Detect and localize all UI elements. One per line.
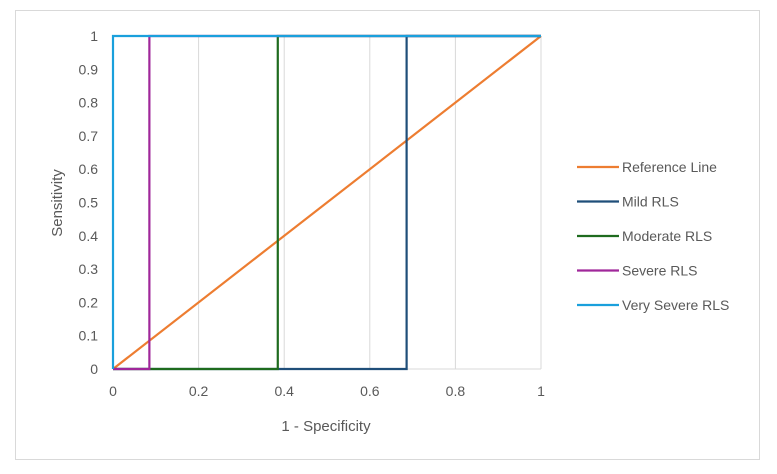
legend: Reference Line Mild RLS Moderate RLS Severe… [577, 159, 729, 313]
y-tick-label-9: 0.9 [79, 61, 99, 77]
y-tick-label-3: 0.3 [79, 261, 99, 277]
y-tick-label-0: 0 [90, 361, 98, 377]
y-tick-label-4: 0.4 [79, 228, 99, 244]
legend-label-moderate-rls: Moderate RLS [622, 228, 712, 244]
x-tick-label-3: 0.6 [360, 383, 380, 399]
y-axis-title: Sensitivity [49, 169, 66, 237]
x-tick-label-2: 0.4 [274, 383, 294, 399]
legend-label-reference-line: Reference Line [622, 159, 717, 175]
y-axis-ticks: 0 0.1 0.2 0.3 0.4 0.5 0.6 0.7 0.8 0.9 1 [79, 28, 99, 377]
x-axis-ticks: 0 0.2 0.4 0.6 0.8 1 [109, 383, 545, 399]
chart-frame [15, 10, 760, 460]
series-lines [111, 34, 542, 371]
y-tick-label-6: 0.6 [79, 161, 99, 177]
series-line-very-severe-rls [111, 34, 541, 369]
x-tick-label-5: 1 [537, 383, 545, 399]
legend-label-mild-rls: Mild RLS [622, 194, 679, 210]
legend-label-severe-rls: Severe RLS [622, 263, 697, 279]
legend-label-very-severe-rls: Very Severe RLS [622, 297, 729, 313]
x-tick-label-0: 0 [109, 383, 117, 399]
x-tick-label-4: 0.8 [446, 383, 466, 399]
x-axis-title: 1 - Specificity [281, 418, 371, 435]
y-tick-label-1: 0.1 [79, 328, 99, 344]
y-tick-label-2: 0.2 [79, 294, 99, 310]
y-tick-label-8: 0.8 [79, 95, 99, 111]
y-tick-label-10: 1 [90, 28, 98, 44]
series-line-reference-line [112, 35, 542, 370]
x-tick-label-1: 0.2 [189, 383, 209, 399]
y-tick-label-7: 0.7 [79, 128, 99, 144]
y-tick-label-5: 0.5 [79, 195, 99, 211]
